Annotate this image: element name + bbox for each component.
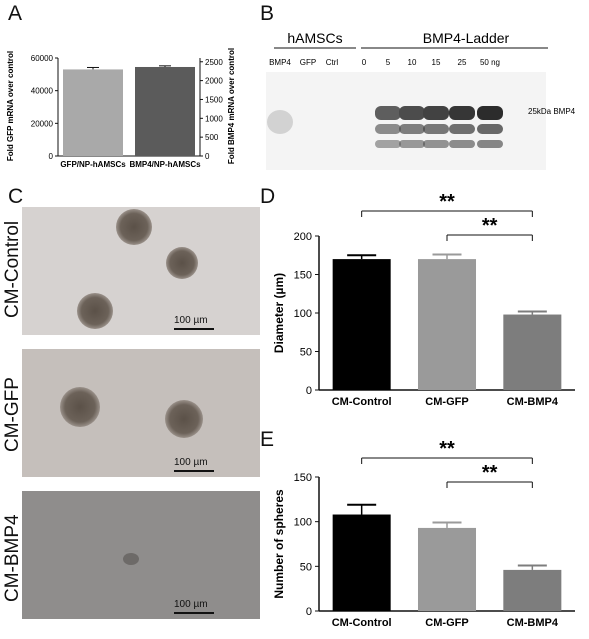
x-tick-label: CM-BMP4 — [507, 617, 559, 629]
y-left-axis-label: Fold GFP mRNA over control — [6, 51, 15, 161]
panel-c-letter: C — [8, 185, 24, 208]
sphere — [116, 209, 152, 245]
y-right-tick-label: 1500 — [205, 95, 223, 104]
y-right-tick-label: 500 — [205, 133, 219, 142]
y-left-tick-label: 0 — [49, 152, 54, 161]
lane-label: 5 — [386, 58, 391, 67]
y-right-tick-label: 0 — [205, 152, 210, 161]
significance-label: ** — [482, 462, 498, 484]
y-tick-label: 200 — [294, 231, 312, 243]
blot-band — [267, 110, 293, 134]
blot-band — [477, 106, 503, 120]
blot-band — [399, 124, 425, 134]
y-right-tick-label: 2000 — [205, 77, 223, 86]
scale-bar — [174, 470, 214, 472]
y-right-tick-label: 2500 — [205, 58, 223, 67]
y-right-axis-label: Fold BMP4 mRNA over control — [227, 48, 236, 164]
y-tick-label: 50 — [300, 561, 312, 573]
lane-label: 0 — [362, 58, 367, 67]
significance-label: ** — [482, 215, 498, 237]
blot-group-label-hamscs: hAMSCs — [287, 30, 342, 46]
bar — [63, 69, 123, 156]
y-right-tick-label: 1000 — [205, 114, 223, 123]
scale-bar-label: 100 µm — [174, 599, 208, 610]
scale-bar — [174, 612, 214, 614]
blot-band — [449, 106, 475, 120]
panel-e-chart: 0 50 100 150 CM-Control CM-GFP CM-BMP4 Number o… — [272, 438, 575, 629]
lane-label: 10 — [408, 58, 417, 67]
blot-band — [449, 140, 475, 148]
x-tick-label: CM-Control — [332, 617, 392, 629]
x-tick-label: CM-GFP — [425, 617, 468, 629]
blot-band — [375, 124, 401, 134]
micrograph-cm-bmp4: 100 µm — [22, 491, 260, 619]
label-cm-bmp4: CM-BMP4 — [2, 514, 23, 602]
x-tick-label: GFP/NP-hAMSCs — [60, 160, 126, 169]
sphere — [166, 247, 198, 279]
sphere — [123, 553, 139, 565]
lane-label: 50 ng — [480, 58, 500, 67]
bar — [135, 66, 195, 156]
scale-bar-label: 100 µm — [174, 457, 208, 468]
panel-b-letter: B — [260, 2, 275, 25]
y-tick-label: 150 — [294, 270, 312, 282]
bar — [332, 514, 391, 611]
panel-d-letter: D — [260, 185, 276, 208]
blot-band — [449, 124, 475, 134]
lane-label: 25 — [458, 58, 467, 67]
blot-band — [375, 140, 401, 148]
bar — [332, 259, 391, 390]
panel-a-letter: A — [8, 2, 23, 25]
y-left-tick-label: 60000 — [31, 54, 54, 63]
bar — [503, 314, 562, 390]
blot-band — [423, 140, 449, 148]
significance-label: ** — [439, 438, 455, 460]
y-axis-label: Diameter (µm) — [272, 273, 286, 353]
panel-e-letter: E — [260, 428, 275, 451]
blot-band — [423, 106, 449, 120]
blot-band — [477, 124, 503, 134]
blot-band-label: 25kDa BMP4 — [528, 107, 576, 116]
blot-band — [399, 140, 425, 148]
label-cm-gfp: CM-GFP — [2, 377, 23, 452]
significance-label: ** — [439, 191, 455, 213]
bar — [417, 527, 477, 611]
sphere — [77, 293, 113, 329]
panel-a-chart: 0 20000 40000 60000 0 500 1000 1500 2000 2500 GFP/… — [6, 48, 236, 169]
x-tick-label: CM-Control — [332, 396, 392, 408]
blot-group-label-ladder: BMP4-Ladder — [423, 30, 510, 46]
panel-b-western-blot: hAMSCs BMP4-Ladder BMP4 GFP Ctrl 0 5 10 15 25 50… — [258, 0, 589, 180]
lane-label: GFP — [300, 58, 316, 67]
y-tick-label: 0 — [306, 606, 312, 618]
label-cm-control: CM-Control — [2, 220, 23, 318]
y-tick-label: 50 — [300, 347, 312, 359]
y-left-tick-label: 40000 — [31, 87, 54, 96]
blot-band — [423, 124, 449, 134]
lane-label: 15 — [432, 58, 441, 67]
scale-bar — [174, 328, 214, 330]
y-left-tick-label: 20000 — [31, 119, 54, 128]
panel-d-chart: 0 50 100 150 200 CM-Control CM-GFP CM-BMP4 Diame… — [272, 191, 575, 408]
blot-band — [477, 140, 503, 148]
lane-label: Ctrl — [326, 58, 339, 67]
x-tick-label: BMP4/NP-hAMSCs — [129, 160, 201, 169]
x-tick-label: CM-BMP4 — [507, 396, 559, 408]
sphere — [60, 387, 100, 427]
micrograph-cm-control: 100 µm — [22, 207, 260, 335]
y-tick-label: 100 — [294, 308, 312, 320]
scale-bar-label: 100 µm — [174, 315, 208, 326]
bar — [417, 259, 477, 390]
lane-label: BMP4 — [269, 58, 291, 67]
y-tick-label: 100 — [294, 517, 312, 529]
micrograph-cm-gfp: 100 µm — [22, 349, 260, 477]
y-axis-label: Number of spheres — [272, 489, 286, 599]
sphere — [165, 400, 203, 438]
blot-band — [399, 106, 425, 120]
bar — [503, 569, 562, 611]
y-tick-label: 150 — [294, 472, 312, 484]
blot-band — [375, 106, 401, 120]
y-tick-label: 0 — [306, 385, 312, 397]
x-tick-label: CM-GFP — [425, 396, 468, 408]
